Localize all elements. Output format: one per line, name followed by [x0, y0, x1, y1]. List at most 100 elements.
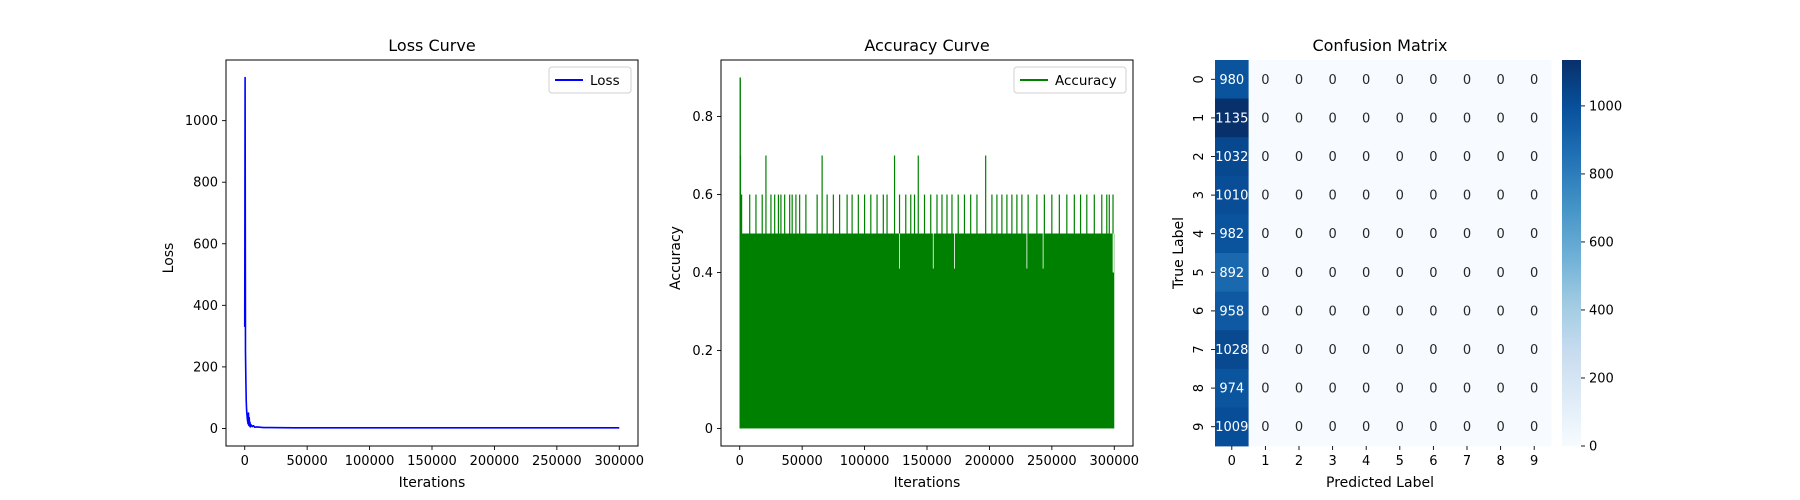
confusion-cell	[1282, 407, 1317, 447]
loss-y-tick-label: 0	[210, 422, 218, 437]
loss-y-tick-label: 200	[193, 360, 218, 375]
confusion-cell	[1315, 137, 1350, 177]
confusion-cell	[1349, 60, 1384, 99]
confusion-cell-value: 0	[1328, 420, 1336, 435]
confusion-cell	[1517, 98, 1552, 138]
confusion-cell-value: 0	[1396, 73, 1404, 88]
confusion-matrix-title: Confusion Matrix	[1312, 36, 1447, 55]
loss-x-tick-label: 0	[241, 454, 249, 469]
confusion-cell	[1483, 368, 1518, 408]
confusion-cell-value: 0	[1530, 111, 1538, 126]
confusion-cell	[1517, 253, 1552, 292]
confusion-y-tick-label: 8	[1192, 384, 1207, 392]
confusion-cell-value: 0	[1429, 189, 1437, 204]
confusion-cell-value: 0	[1396, 304, 1404, 319]
accuracy-y-tick-label: 0.6	[692, 188, 713, 203]
loss-series-line	[243, 76, 620, 429]
confusion-cell	[1349, 137, 1384, 177]
confusion-cell-value: 0	[1261, 382, 1269, 397]
confusion-cell-value: 0	[1261, 420, 1269, 435]
confusion-cell-value: 0	[1295, 420, 1303, 435]
accuracy-y-tick-label: 0	[705, 422, 713, 437]
confusion-cell	[1416, 175, 1451, 215]
loss-plot-area: 0 50000 100000 150000 200000 250000 300000 0 200…	[185, 59, 644, 469]
confusion-cell-value: 0	[1362, 343, 1370, 358]
confusion-cell	[1450, 98, 1485, 138]
confusion-cell-value: 0	[1530, 73, 1538, 88]
confusion-cell	[1383, 98, 1417, 138]
confusion-cell	[1349, 214, 1384, 254]
confusion-cell	[1416, 253, 1451, 292]
accuracy-axes-frame	[720, 59, 1134, 447]
confusion-cell	[1416, 291, 1451, 331]
accuracy-x-tick-label: 200000	[965, 454, 1015, 469]
confusion-cell	[1416, 330, 1451, 370]
colorbar-tick-label: 200	[1589, 371, 1614, 386]
confusion-cell	[1416, 137, 1451, 177]
confusion-cell-value: 0	[1463, 227, 1471, 242]
confusion-cell-value: 0	[1463, 420, 1471, 435]
confusion-cell	[1215, 291, 1249, 331]
confusion-cell-value: 0	[1396, 150, 1404, 165]
loss-legend-box	[548, 66, 632, 94]
confusion-cell-value: 0	[1328, 227, 1336, 242]
loss-y-axis-label: Loss	[161, 243, 177, 274]
confusion-y-tick-label: 4	[1192, 230, 1207, 238]
confusion-cell	[1282, 368, 1317, 408]
loss-x-tick-label: 100000	[345, 454, 395, 469]
confusion-cell-value: 0	[1295, 150, 1303, 165]
confusion-cell-value: 0	[1463, 73, 1471, 88]
accuracy-y-tick-label: 0.4	[692, 266, 713, 281]
confusion-cell-value: 0	[1530, 343, 1538, 358]
confusion-cell	[1215, 214, 1249, 254]
confusion-cell	[1315, 368, 1350, 408]
confusion-cell-value: 0	[1463, 150, 1471, 165]
confusion-cell	[1517, 407, 1552, 447]
loss-chart: Loss Curve Iterations Loss 0 50000 100000 1…	[161, 36, 644, 491]
confusion-y-tick-label: 2	[1192, 152, 1207, 160]
confusion-cell	[1282, 175, 1317, 215]
confusion-cell	[1215, 137, 1249, 177]
confusion-cell-value: 982	[1219, 227, 1244, 242]
confusion-cell	[1248, 407, 1283, 447]
confusion-cell	[1349, 368, 1384, 408]
confusion-cell	[1215, 330, 1249, 370]
confusion-cell	[1483, 291, 1518, 331]
confusion-cell-value: 0	[1496, 343, 1504, 358]
confusion-cell	[1450, 137, 1485, 177]
accuracy-chart: Accuracy Curve Iterations Accuracy 0 5000…	[668, 36, 1139, 491]
confusion-cell	[1483, 137, 1518, 177]
confusion-cell	[1248, 137, 1283, 177]
confusion-cell	[1383, 137, 1417, 177]
confusion-cell-value: 0	[1261, 150, 1269, 165]
confusion-cell	[1383, 407, 1417, 447]
confusion-cell-value: 1009	[1215, 420, 1248, 435]
confusion-cell-value: 0	[1530, 382, 1538, 397]
confusion-cell	[1383, 330, 1417, 370]
confusion-cell-value: 0	[1530, 420, 1538, 435]
confusion-cell	[1517, 175, 1552, 215]
confusion-cell-value: 0	[1362, 382, 1370, 397]
accuracy-x-tick-label: 0	[736, 454, 744, 469]
confusion-cell	[1383, 368, 1417, 408]
confusion-cell-value: 0	[1261, 304, 1269, 319]
loss-chart-title: Loss Curve	[388, 36, 475, 55]
confusion-cell-value: 0	[1429, 343, 1437, 358]
confusion-cell	[1248, 291, 1283, 331]
colorbar-scale	[1562, 60, 1581, 446]
confusion-cell-value: 0	[1362, 304, 1370, 319]
loss-y-tick-label: 400	[193, 299, 218, 314]
confusion-cell-value: 0	[1530, 189, 1538, 204]
confusion-cell	[1349, 253, 1384, 292]
confusion-cell-value: 0	[1496, 227, 1504, 242]
loss-y-tick-label: 800	[193, 176, 218, 191]
confusion-cell	[1483, 330, 1518, 370]
confusion-cell-value: 0	[1362, 150, 1370, 165]
confusion-cell	[1383, 214, 1417, 254]
confusion-cell	[1450, 407, 1485, 447]
confusion-cell-value: 0	[1429, 73, 1437, 88]
confusion-cell	[1248, 330, 1283, 370]
confusion-cell-value: 0	[1463, 382, 1471, 397]
confusion-cell-value: 0	[1463, 266, 1471, 281]
